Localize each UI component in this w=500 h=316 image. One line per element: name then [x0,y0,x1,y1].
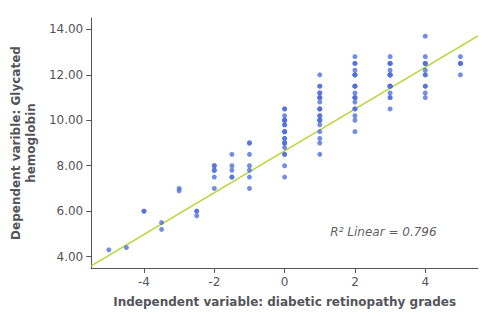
svg-text:2: 2 [351,275,359,289]
svg-text:14.00: 14.00 [49,22,83,36]
svg-text:4: 4 [421,275,429,289]
svg-text:hemoglobin: hemoglobin [24,103,38,183]
svg-text:Dependent varible: Glycated: Dependent varible: Glycated [9,46,23,240]
svg-text:R² Linear = 0.796: R² Linear = 0.796 [330,225,437,239]
svg-text:6.00: 6.00 [57,204,84,218]
svg-text:-4: -4 [138,275,150,289]
svg-text:Independent variable: diabetic: Independent variable: diabetic retinopat… [113,295,456,309]
svg-text:4.00: 4.00 [57,250,84,264]
svg-text:12.00: 12.00 [49,68,83,82]
svg-text:0: 0 [281,275,289,289]
svg-text:8.00: 8.00 [57,159,84,173]
svg-text:-2: -2 [208,275,220,289]
svg-text:10.00: 10.00 [49,113,83,127]
